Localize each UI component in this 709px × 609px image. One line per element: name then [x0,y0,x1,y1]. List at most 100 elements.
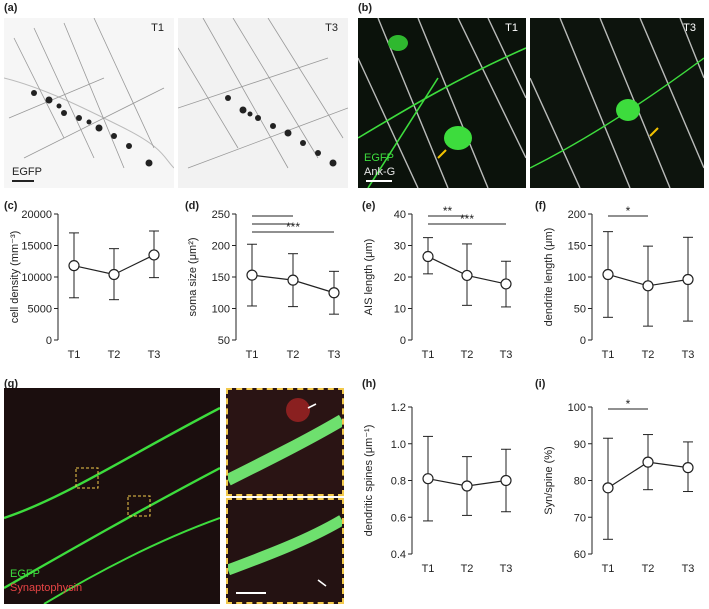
tag-a-t1: T1 [151,22,164,34]
significance-label: * [626,397,631,411]
chart-f: 0 50 100 150 200 T1 T2 T3 dendrite length (μm) * [543,204,694,361]
y-tick-label: 100 [568,272,586,284]
data-point [422,473,434,485]
stain-g-egfp: EGFP [10,568,40,580]
stain-g-synaptophysin: Synaptophysin [10,582,83,594]
y-tick-label: 0.4 [391,549,406,561]
y-tick-label: 70 [574,512,586,524]
x-tick-label: T3 [500,563,513,575]
tag-b-t1: T1 [505,22,518,34]
data-point [246,269,258,281]
y-tick-label: 0.8 [391,476,406,488]
arrow-b-t1 [437,149,447,159]
x-tick-label: T2 [461,563,474,575]
y-tick-label: 100 [568,402,586,414]
y-axis-label: soma size (μm²) [187,237,199,316]
y-tick-label: 1.2 [391,402,406,414]
neuron-drawing-a-t3 [178,18,348,169]
data-point [500,474,512,487]
data-point [461,480,473,492]
inset-marker-2 [127,495,151,517]
panel-label-h: (h) [362,378,377,390]
data-point [642,280,654,292]
stain-a: EGFP [12,166,42,178]
significance-label: *** [286,220,300,234]
x-tick-label: T3 [500,349,513,361]
y-tick-label: 15000 [21,241,52,253]
data-point [422,250,434,263]
confocal-g-inset-1 [226,388,344,496]
data-point [682,462,694,474]
confocal-b-t1: T1 EGFP Ank-G [358,18,526,188]
data-point [328,287,340,299]
x-tick-label: T3 [682,563,695,575]
y-tick-label: 20 [394,272,406,284]
y-axis-label: dendrite length (μm) [543,228,555,327]
data-point [602,482,614,494]
y-tick-label: 200 [568,209,586,221]
chart-h: 0.4 0.6 0.8 1.0 1.2 T1 T2 T3 dendritic spines (μ… [363,402,512,575]
panel-label-b: (b) [358,2,373,14]
x-tick-label: T2 [642,563,655,575]
data-point [68,260,80,272]
y-tick-label: 40 [394,209,406,221]
y-tick-label: 200 [212,241,230,253]
panel-label-a: (a) [4,2,18,14]
y-tick-label: 50 [218,335,230,347]
inset-drawing-2 [228,515,342,587]
y-tick-label: 5000 [28,304,52,316]
chart-i: 60 70 80 90 100 T1 T2 T3 Syn/spine (%) * [543,397,694,575]
y-tick-label: 100 [212,304,230,316]
inset-drawing-1 [228,398,342,486]
confocal-b-t3: T3 [530,18,704,188]
y-tick-label: 10 [394,304,406,316]
y-tick-label: 90 [574,439,586,451]
significance-label: *** [460,212,474,226]
data-point [602,268,614,281]
y-tick-label: 80 [574,476,586,488]
y-tick-label: 250 [212,209,230,221]
y-axis-label: cell density (mm⁻³) [9,231,21,324]
data-point [461,269,473,282]
data-point [500,278,512,290]
scalebar-g [236,592,266,594]
y-tick-label: 50 [574,304,586,316]
x-tick-label: T1 [68,349,81,361]
y-tick-label: 0 [580,335,586,347]
x-tick-label: T1 [602,563,615,575]
scalebar-b [366,180,392,182]
confocal-drawing-g-main [4,406,220,604]
x-tick-label: T1 [422,349,435,361]
data-point [682,273,694,286]
y-tick-label: 150 [568,241,586,253]
chart-d: 50 100 150 200 250 T1 T2 T3 soma size (μm²) *** [187,209,340,361]
chart-c: 0 5000 10000 15000 20000 T1 T2 T3 cell density (… [9,209,160,361]
x-tick-label: T1 [602,349,615,361]
y-tick-label: 0.6 [391,512,406,524]
data-point [108,268,120,281]
x-tick-label: T1 [422,563,435,575]
confocal-g-inset-2 [226,498,344,604]
panel-label-d: (d) [185,200,200,212]
y-tick-label: 20000 [21,209,52,221]
micrograph-a-t1: T1 EGFP [4,18,174,188]
x-tick-label: T3 [328,349,341,361]
data-point [642,456,654,468]
stain-b-ankg: Ank-G [364,166,396,178]
significance-label: * [626,204,631,218]
panel-label-e: (e) [362,200,376,212]
x-tick-label: T2 [108,349,121,361]
y-tick-label: 10000 [21,272,52,284]
inset-marker-1 [75,467,99,489]
y-axis-label: AIS length (μm) [363,239,375,316]
x-tick-label: T2 [287,349,300,361]
data-point [148,249,160,261]
y-tick-label: 0 [400,335,406,347]
panel-label-f: (f) [535,200,546,212]
x-tick-label: T3 [682,349,695,361]
y-tick-label: 30 [394,241,406,253]
x-tick-label: T3 [148,349,161,361]
tag-b-t3: T3 [683,22,696,34]
